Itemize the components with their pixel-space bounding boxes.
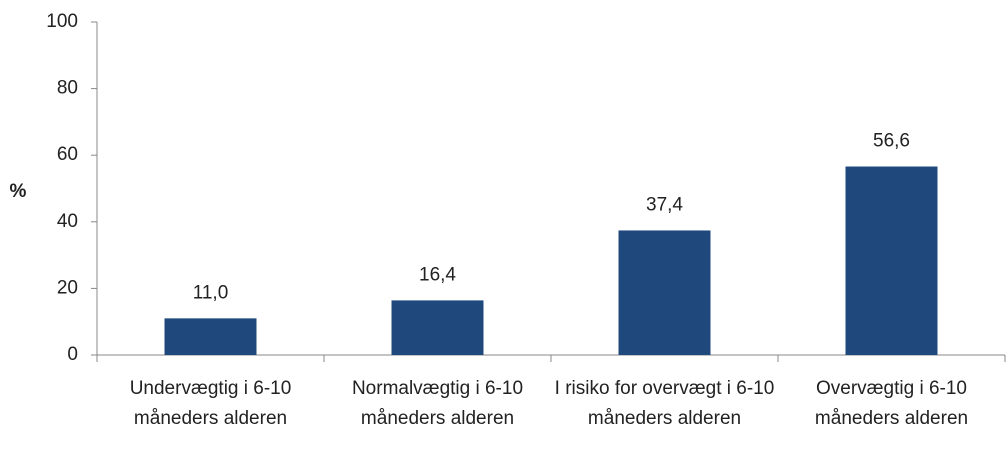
y-tick-label: 40 <box>57 211 78 232</box>
x-tick-label: Overvægtig i 6-10 måneders alderen <box>814 378 969 429</box>
value-label: 11,0 <box>193 282 229 303</box>
y-tick-label: 100 <box>46 11 78 32</box>
value-label: 16,4 <box>419 264 456 285</box>
x-tick-label: Normalvægtig i 6-10 måneders alderen <box>351 378 524 429</box>
bar <box>618 230 711 355</box>
y-tick-label: 0 <box>67 344 78 365</box>
bar <box>845 166 938 355</box>
x-tick-label: I risiko for overvægt i 6-10 måneders al… <box>554 378 775 429</box>
y-tick-label: 20 <box>57 277 78 298</box>
y-tick-label: 80 <box>57 78 78 99</box>
value-label: 37,4 <box>646 194 683 215</box>
bar <box>164 318 257 355</box>
y-tick-label: 60 <box>57 144 78 165</box>
x-tick-label: Undervægtig i 6-10 måneders alderen <box>129 378 292 429</box>
bar <box>391 300 484 355</box>
y-axis-label: % <box>10 181 27 202</box>
value-label: 56,6 <box>873 131 910 152</box>
